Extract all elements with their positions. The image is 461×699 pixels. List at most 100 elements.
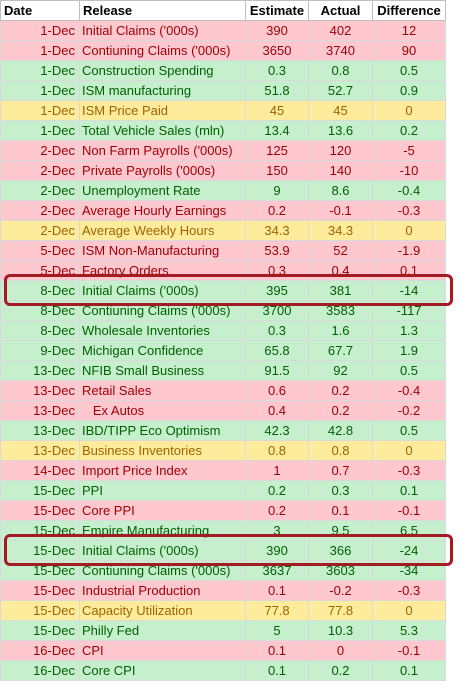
estimate-cell[interactable]: 0.3 — [245, 60, 309, 81]
difference-cell[interactable]: -5 — [372, 140, 446, 161]
difference-cell[interactable]: 6.5 — [372, 520, 446, 541]
estimate-cell[interactable]: 77.8 — [245, 600, 309, 621]
date-cell[interactable]: 1-Dec — [0, 20, 80, 41]
actual-cell[interactable]: 92 — [308, 360, 373, 381]
actual-cell[interactable]: 0.3 — [308, 480, 373, 501]
difference-cell[interactable]: -0.2 — [372, 400, 446, 421]
actual-cell[interactable]: 67.7 — [308, 340, 373, 361]
release-cell[interactable]: ISM manufacturing — [79, 80, 246, 101]
date-cell[interactable]: 5-Dec — [0, 240, 80, 261]
actual-cell[interactable]: 0.1 — [308, 500, 373, 521]
difference-cell[interactable]: -1.9 — [372, 240, 446, 261]
release-cell[interactable]: Core CPI — [79, 660, 246, 681]
release-cell[interactable]: Business Inventories — [79, 440, 246, 461]
difference-cell[interactable]: 5.3 — [372, 620, 446, 641]
header-date[interactable]: Date — [0, 0, 80, 21]
date-cell[interactable]: 15-Dec — [0, 520, 80, 541]
release-cell[interactable]: Retail Sales — [79, 380, 246, 401]
release-cell[interactable]: Industrial Production — [79, 580, 246, 601]
estimate-cell[interactable]: 13.4 — [245, 120, 309, 141]
actual-cell[interactable]: 3603 — [308, 560, 373, 581]
estimate-cell[interactable]: 0.2 — [245, 500, 309, 521]
release-cell[interactable]: Contiuning Claims ('000s) — [79, 300, 246, 321]
actual-cell[interactable]: 0.2 — [308, 660, 373, 681]
date-cell[interactable]: 1-Dec — [0, 100, 80, 121]
difference-cell[interactable]: 0.2 — [372, 120, 446, 141]
actual-cell[interactable]: 52.7 — [308, 80, 373, 101]
date-cell[interactable]: 13-Dec — [0, 420, 80, 441]
actual-cell[interactable]: 0.7 — [308, 460, 373, 481]
estimate-cell[interactable]: 0.1 — [245, 580, 309, 601]
estimate-cell[interactable]: 0.8 — [245, 440, 309, 461]
actual-cell[interactable]: -0.1 — [308, 200, 373, 221]
release-cell[interactable]: Unemployment Rate — [79, 180, 246, 201]
actual-cell[interactable]: 402 — [308, 20, 373, 41]
estimate-cell[interactable]: 0.3 — [245, 260, 309, 281]
release-cell[interactable]: Michigan Confidence — [79, 340, 246, 361]
actual-cell[interactable]: 0.2 — [308, 400, 373, 421]
actual-cell[interactable]: 0.4 — [308, 260, 373, 281]
release-cell[interactable]: Wholesale Inventories — [79, 320, 246, 341]
difference-cell[interactable]: 0 — [372, 440, 446, 461]
estimate-cell[interactable]: 34.3 — [245, 220, 309, 241]
estimate-cell[interactable]: 0.2 — [245, 200, 309, 221]
release-cell[interactable]: ISM Price Paid — [79, 100, 246, 121]
actual-cell[interactable]: 1.6 — [308, 320, 373, 341]
difference-cell[interactable]: -0.3 — [372, 580, 446, 601]
date-cell[interactable]: 8-Dec — [0, 300, 80, 321]
estimate-cell[interactable]: 0.6 — [245, 380, 309, 401]
difference-cell[interactable]: 0.1 — [372, 260, 446, 281]
difference-cell[interactable]: -10 — [372, 160, 446, 181]
difference-cell[interactable]: -0.3 — [372, 460, 446, 481]
release-cell[interactable]: NFIB Small Business — [79, 360, 246, 381]
difference-cell[interactable]: 1.9 — [372, 340, 446, 361]
release-cell[interactable]: Capacity Utilization — [79, 600, 246, 621]
estimate-cell[interactable]: 150 — [245, 160, 309, 181]
release-cell[interactable]: Total Vehicle Sales (mln) — [79, 120, 246, 141]
date-cell[interactable]: 14-Dec — [0, 460, 80, 481]
estimate-cell[interactable]: 3 — [245, 520, 309, 541]
difference-cell[interactable]: 0.1 — [372, 480, 446, 501]
actual-cell[interactable]: 52 — [308, 240, 373, 261]
release-cell[interactable]: Private Payrolls ('000s) — [79, 160, 246, 181]
date-cell[interactable]: 16-Dec — [0, 640, 80, 661]
actual-cell[interactable]: 0 — [308, 640, 373, 661]
header-estimate[interactable]: Estimate — [245, 0, 309, 21]
actual-cell[interactable]: 10.3 — [308, 620, 373, 641]
estimate-cell[interactable]: 3637 — [245, 560, 309, 581]
date-cell[interactable]: 8-Dec — [0, 280, 80, 301]
header-actual[interactable]: Actual — [308, 0, 373, 21]
difference-cell[interactable]: 12 — [372, 20, 446, 41]
date-cell[interactable]: 2-Dec — [0, 220, 80, 241]
estimate-cell[interactable]: 45 — [245, 100, 309, 121]
difference-cell[interactable]: 0.5 — [372, 360, 446, 381]
date-cell[interactable]: 13-Dec — [0, 380, 80, 401]
difference-cell[interactable]: 0.5 — [372, 60, 446, 81]
difference-cell[interactable]: -34 — [372, 560, 446, 581]
estimate-cell[interactable]: 0.1 — [245, 660, 309, 681]
difference-cell[interactable]: -0.4 — [372, 180, 446, 201]
release-cell[interactable]: PPI — [79, 480, 246, 501]
date-cell[interactable]: 9-Dec — [0, 340, 80, 361]
date-cell[interactable]: 2-Dec — [0, 140, 80, 161]
date-cell[interactable]: 16-Dec — [0, 660, 80, 681]
release-cell[interactable]: Construction Spending — [79, 60, 246, 81]
release-cell[interactable]: Initial Claims ('000s) — [79, 280, 246, 301]
date-cell[interactable]: 15-Dec — [0, 580, 80, 601]
estimate-cell[interactable]: 390 — [245, 20, 309, 41]
header-difference[interactable]: Difference — [372, 0, 446, 21]
actual-cell[interactable]: 140 — [308, 160, 373, 181]
release-cell[interactable]: IBD/TIPP Eco Optimism — [79, 420, 246, 441]
actual-cell[interactable]: 8.6 — [308, 180, 373, 201]
actual-cell[interactable]: 0.2 — [308, 380, 373, 401]
difference-cell[interactable]: -14 — [372, 280, 446, 301]
estimate-cell[interactable]: 1 — [245, 460, 309, 481]
difference-cell[interactable]: -0.1 — [372, 500, 446, 521]
release-cell[interactable]: Philly Fed — [79, 620, 246, 641]
release-cell[interactable]: Average Weekly Hours — [79, 220, 246, 241]
release-cell[interactable]: Contiuning Claims ('000s) — [79, 560, 246, 581]
actual-cell[interactable]: 42.8 — [308, 420, 373, 441]
release-cell[interactable]: Average Hourly Earnings — [79, 200, 246, 221]
estimate-cell[interactable]: 51.8 — [245, 80, 309, 101]
date-cell[interactable]: 13-Dec — [0, 400, 80, 421]
